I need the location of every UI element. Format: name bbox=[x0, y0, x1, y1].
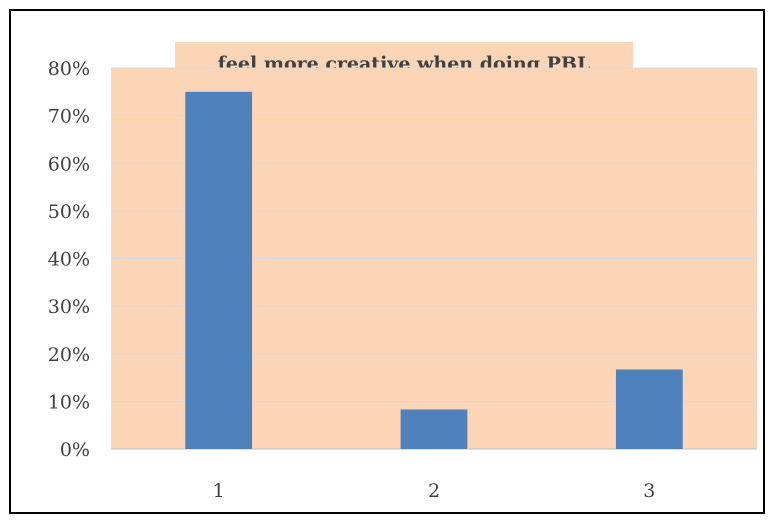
x-tick-label: 3 bbox=[643, 480, 655, 502]
y-tick-label: 80% bbox=[48, 58, 90, 80]
y-tick-label: 40% bbox=[48, 249, 90, 271]
bar bbox=[185, 91, 253, 449]
x-axis: 1 2 3 bbox=[213, 480, 656, 502]
y-tick-label: 30% bbox=[48, 296, 90, 318]
bar bbox=[400, 409, 468, 449]
y-tick-label: 60% bbox=[48, 153, 90, 175]
y-axis: 0% 10% 20% 30% 40% 50% 60% 70% 80% bbox=[48, 58, 90, 461]
y-tick-label: 70% bbox=[48, 106, 90, 128]
bars bbox=[185, 91, 683, 449]
y-tick-label: 50% bbox=[48, 201, 90, 223]
x-tick-label: 2 bbox=[428, 480, 440, 502]
bar bbox=[615, 369, 683, 449]
y-tick-label: 10% bbox=[48, 391, 90, 413]
y-tick-label: 0% bbox=[60, 439, 90, 461]
y-tick-label: 20% bbox=[48, 344, 90, 366]
x-tick-label: 1 bbox=[213, 480, 225, 502]
